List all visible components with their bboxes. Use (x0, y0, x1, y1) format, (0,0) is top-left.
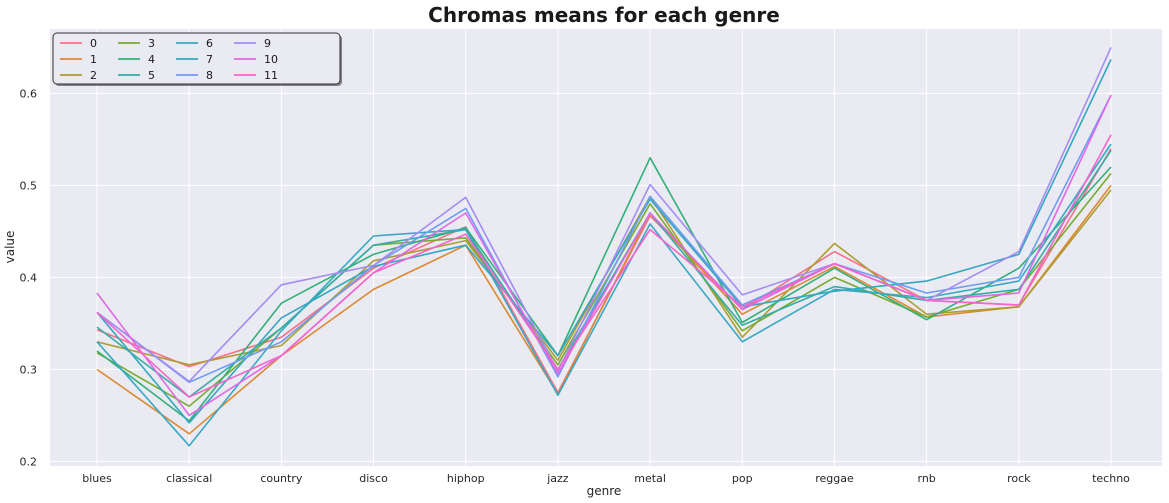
legend-label: 0 (90, 37, 97, 50)
legend-label: 8 (206, 69, 213, 82)
series-line-4 (96, 157, 1112, 422)
legend-label: 4 (148, 53, 155, 66)
y-tick-label: 0.2 (20, 455, 38, 468)
legend-label: 3 (148, 37, 155, 50)
x-tick-label: techno (1092, 472, 1130, 485)
chart-title: Chromas means for each genre (428, 3, 780, 27)
x-tick-label: pop (732, 472, 753, 485)
x-axis-ticks: blues classical country disco hiphop jazz meta… (82, 472, 1130, 485)
x-tick-label: jazz (546, 472, 569, 485)
legend-label: 6 (206, 37, 213, 50)
series-line-1 (96, 184, 1112, 435)
series-line-9 (96, 47, 1112, 383)
legend-label: 10 (264, 53, 278, 66)
series-line-6 (96, 143, 1112, 447)
x-tick-label: rock (1007, 472, 1031, 485)
series-line-3 (96, 172, 1112, 408)
y-tick-label: 0.5 (20, 179, 38, 192)
x-tick-label: blues (82, 472, 112, 485)
x-tick-label: metal (634, 472, 666, 485)
legend-label: 7 (206, 53, 213, 66)
y-tick-label: 0.6 (20, 87, 38, 100)
legend-label: 1 (90, 53, 97, 66)
x-axis-label: genre (587, 484, 622, 498)
legend: 0 1 2 3 4 5 6 7 8 9 10 11 (52, 32, 342, 86)
series-lines (96, 47, 1112, 447)
x-tick-label: reggae (815, 472, 854, 485)
series-line-10 (96, 94, 1112, 417)
plot-area (50, 29, 1162, 466)
y-axis-label: value (3, 231, 17, 264)
legend-label: 5 (148, 69, 155, 82)
x-tick-label: rnb (917, 472, 935, 485)
y-tick-label: 0.3 (20, 363, 38, 376)
series-line-11 (96, 134, 1112, 398)
x-tick-label: country (260, 472, 303, 485)
x-tick-label: hiphop (447, 472, 485, 485)
legend-label: 11 (264, 69, 278, 82)
y-tick-label: 0.4 (20, 271, 38, 284)
x-tick-label: disco (359, 472, 388, 485)
legend-label: 2 (90, 69, 97, 82)
x-tick-label: classical (166, 472, 212, 485)
legend-label: 9 (264, 37, 271, 50)
series-line-8 (96, 94, 1112, 384)
y-axis-ticks: 0.2 0.3 0.4 0.5 0.6 (20, 87, 38, 468)
